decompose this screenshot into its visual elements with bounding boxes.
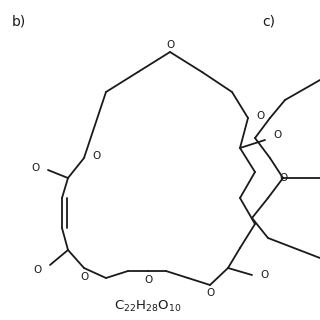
Text: b): b) [12, 14, 26, 28]
Text: O: O [166, 40, 174, 50]
Text: O: O [32, 163, 40, 173]
Text: O: O [256, 111, 264, 121]
Text: O: O [80, 272, 88, 282]
Text: O: O [92, 151, 100, 161]
Text: c): c) [262, 14, 275, 28]
Text: O: O [206, 288, 214, 298]
Text: C$_{22}$H$_{28}$O$_{10}$: C$_{22}$H$_{28}$O$_{10}$ [114, 299, 182, 314]
Text: O: O [34, 265, 42, 275]
Text: O: O [279, 173, 287, 183]
Text: O: O [144, 275, 152, 285]
Text: O: O [273, 130, 281, 140]
Text: O: O [260, 270, 268, 280]
